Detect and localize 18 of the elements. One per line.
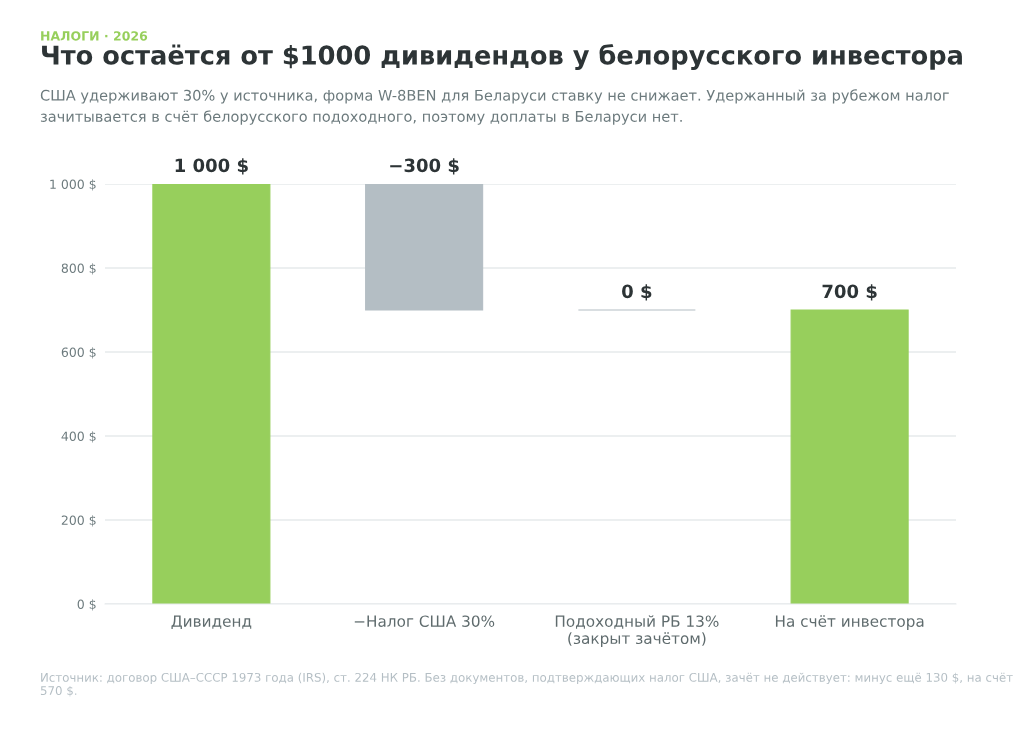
text: НАЛОГИ · 2026 [41, 31, 148, 41]
x-tick-label: Дивиденд [171, 615, 252, 630]
chart-subtitle: США удерживают 30% у источника, форма W-8BEN для Беларуси ставку не снижает. Удержанный за рубежом налог зачитывается в счёт белорусского подоходного, поэтому доплаты в Беларуси нет. [40, 89, 949, 125]
y-tick-label: 200 $ [61, 515, 96, 527]
x-tick-label: −Налог США 30% [354, 615, 495, 627]
y-tick-label: 1 000 $ [50, 179, 96, 191]
data-label: 1 000 $ [175, 158, 248, 175]
text: Источник: договор США–СССР 1973 года (IRS), ст. 224 НК РБ. Без документов, подтверждающих налог США, зачёт не действует: минус ещё 130 $, на счёт 570 $. [40, 672, 1013, 697]
y-tick-label: 800 $ [61, 263, 96, 275]
x-tick-label: На счёт инвестора [775, 615, 924, 630]
data-label: 0 $ [622, 284, 652, 301]
data-label: 700 $ [822, 284, 877, 301]
data-label: −300 $ [390, 158, 459, 175]
y-tick-label: 600 $ [61, 347, 96, 359]
y-tick-label: 0 $ [77, 599, 96, 611]
x-tick-label: Подоходный РБ 13% (закрыт зачётом) [555, 615, 719, 647]
y-tick-label: 400 $ [61, 431, 96, 443]
chart-title: Что остаётся от $1000 дивидендов у белорусского инвестора [42, 44, 962, 70]
